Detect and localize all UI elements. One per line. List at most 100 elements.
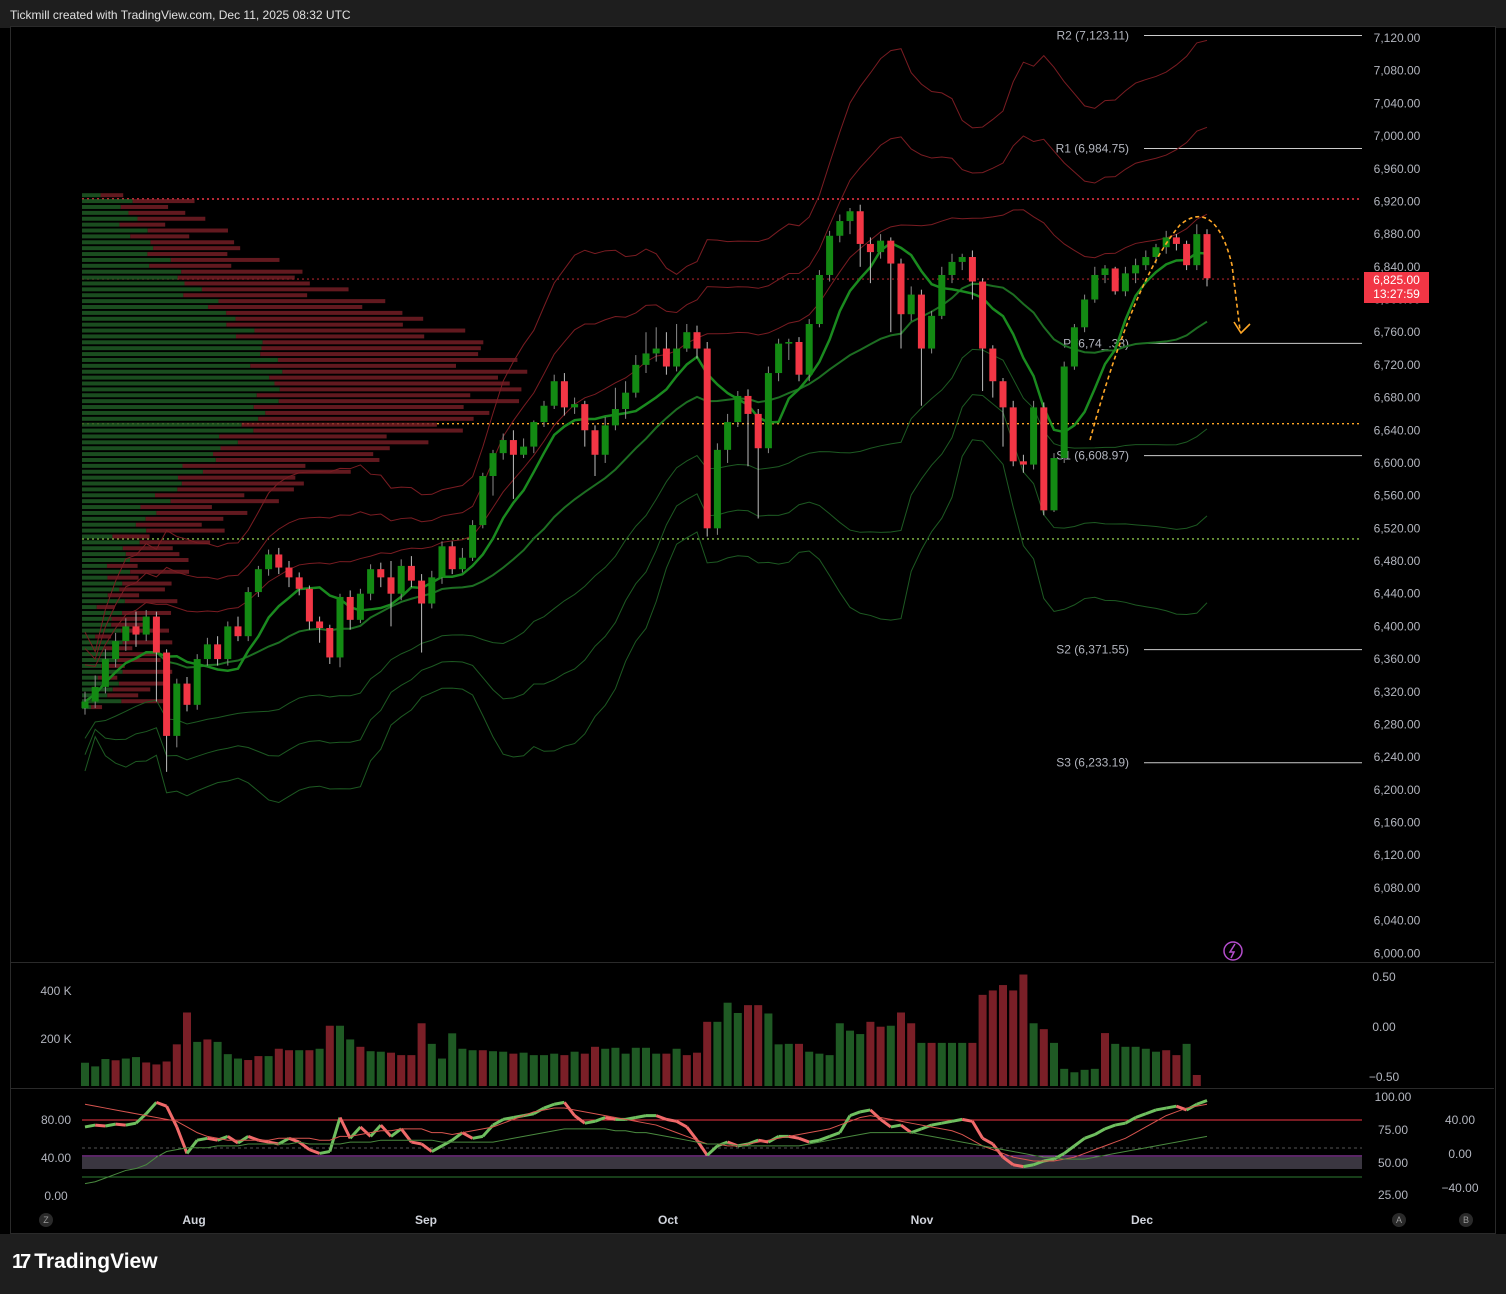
- candle-body: [917, 294, 925, 349]
- volume-profile-bar: [82, 287, 202, 292]
- volume-bar: [111, 1060, 120, 1086]
- pivot-level-label: S3 (6,233.19): [1056, 756, 1129, 770]
- candle-body: [285, 567, 293, 578]
- volume-bar: [376, 1051, 385, 1086]
- volume-profile-bar: [146, 528, 225, 533]
- y-tick-label: 6,480.00: [1374, 554, 1421, 568]
- candle-body: [907, 294, 915, 315]
- volume-profile-bar: [218, 299, 386, 304]
- lightning-icon: [1228, 943, 1236, 959]
- auto-scale-button[interactable]: A: [1392, 1213, 1406, 1227]
- candle-body: [499, 440, 507, 454]
- volume-profile-bar: [130, 234, 190, 239]
- volume-profile-bar: [128, 210, 186, 215]
- oscillator-main-line: [910, 1127, 922, 1135]
- oscillator-main-line: [981, 1136, 994, 1146]
- volume-profile-bar: [150, 240, 235, 245]
- oscillator-main-line: [584, 1119, 596, 1125]
- oscillator-main-line: [1145, 1108, 1157, 1116]
- volume-profile-bar: [118, 681, 165, 686]
- volume-bar: [172, 1044, 181, 1086]
- volume-bar: [162, 1061, 171, 1086]
- volume-bar: [856, 1034, 865, 1086]
- volume-bar: [927, 1042, 936, 1086]
- oscillator-main-line: [573, 1114, 586, 1125]
- volume-bar: [713, 1021, 722, 1086]
- candle-body: [479, 476, 487, 526]
- candle-body: [591, 430, 599, 455]
- volume-profile-bar: [282, 369, 528, 374]
- tradingview-logo[interactable]: 17 TradingView: [12, 1250, 158, 1274]
- volume-bar: [366, 1051, 375, 1086]
- volume-profile-bar: [82, 269, 182, 274]
- candle-body: [581, 404, 589, 431]
- oscillator-right-tick-label: 100.00: [1375, 1090, 1412, 1104]
- candle-body: [1101, 268, 1109, 275]
- oscillator-signal-line: [84, 1103, 1208, 1162]
- volume-profile-bar: [82, 387, 280, 392]
- volume-profile-bar: [155, 493, 245, 498]
- oscillator-main-line: [155, 1100, 168, 1108]
- chart-frame[interactable]: [10, 26, 1496, 1234]
- candle-body: [336, 596, 344, 658]
- oscillator-main-line: [207, 1136, 218, 1142]
- volume-profile-bar: [82, 534, 113, 539]
- volume-bar: [509, 1053, 518, 1086]
- volume-profile-bar: [95, 634, 112, 639]
- volume-bar: [621, 1053, 630, 1086]
- volume-profile-bar: [82, 463, 183, 468]
- candle-body: [989, 348, 997, 382]
- oscillator-main-line: [1114, 1121, 1126, 1127]
- volume-profile-bar: [278, 399, 520, 404]
- volume-bar: [795, 1043, 803, 1086]
- oscillator-left-tick-label: 0.00: [44, 1189, 68, 1203]
- volume-profile-bar: [82, 581, 123, 586]
- volume-profile-bar: [213, 452, 374, 457]
- volume-profile-bar: [82, 452, 214, 457]
- volume-right-tick-label: 0.00: [1372, 1020, 1396, 1034]
- candle-body: [163, 652, 171, 736]
- volume-bar: [1162, 1050, 1171, 1086]
- panel-separator[interactable]: [10, 1088, 1494, 1089]
- oscillator-main-line: [461, 1131, 474, 1140]
- volume-bar: [81, 1062, 89, 1086]
- candle-body: [1091, 274, 1099, 300]
- volume-profile-bar: [82, 393, 257, 398]
- candle-body: [713, 449, 721, 529]
- zoom-reset-button[interactable]: Z: [39, 1213, 53, 1227]
- oscillator-main-line: [818, 1135, 831, 1142]
- candle-body: [509, 440, 517, 455]
- volume-profile-bar: [82, 405, 254, 410]
- volume-profile-bar: [82, 457, 216, 462]
- volume-profile-bar: [82, 234, 131, 239]
- volume-profile-bar: [82, 440, 238, 445]
- y-tick-label: 6,760.00: [1374, 325, 1421, 339]
- volume-profile-bar: [107, 693, 139, 698]
- y-tick-label: 6,400.00: [1374, 619, 1421, 633]
- volume-profile-bar: [145, 516, 224, 521]
- candle-body: [193, 659, 201, 705]
- volume-profile-bar: [82, 616, 112, 621]
- volume-bar: [1090, 1068, 1099, 1086]
- volume-bar: [662, 1053, 671, 1086]
- log-scale-button[interactable]: B: [1459, 1213, 1473, 1227]
- last-price-tag: 6,825.00 13:27:59: [1364, 272, 1429, 303]
- volume-bar: [1141, 1048, 1150, 1086]
- volume-bar: [387, 1052, 395, 1086]
- candle-body: [632, 364, 640, 393]
- y-tick-label: 6,040.00: [1374, 914, 1421, 928]
- volume-profile-bar: [82, 375, 270, 380]
- volume-bar: [1152, 1051, 1160, 1086]
- chart-title: Tickmill created with TradingView.com, D…: [10, 8, 351, 22]
- oscillator-main-line: [217, 1135, 229, 1142]
- volume-profile-bar: [107, 575, 139, 580]
- panel-separator[interactable]: [10, 962, 1494, 963]
- candle-body: [795, 341, 803, 375]
- candle-body: [724, 422, 732, 450]
- volume-profile-bar: [125, 552, 180, 557]
- volume-bar: [274, 1048, 283, 1086]
- oscillator-main-line: [900, 1123, 913, 1134]
- volume-profile-bar: [235, 334, 425, 339]
- volume-profile-bar: [219, 434, 387, 439]
